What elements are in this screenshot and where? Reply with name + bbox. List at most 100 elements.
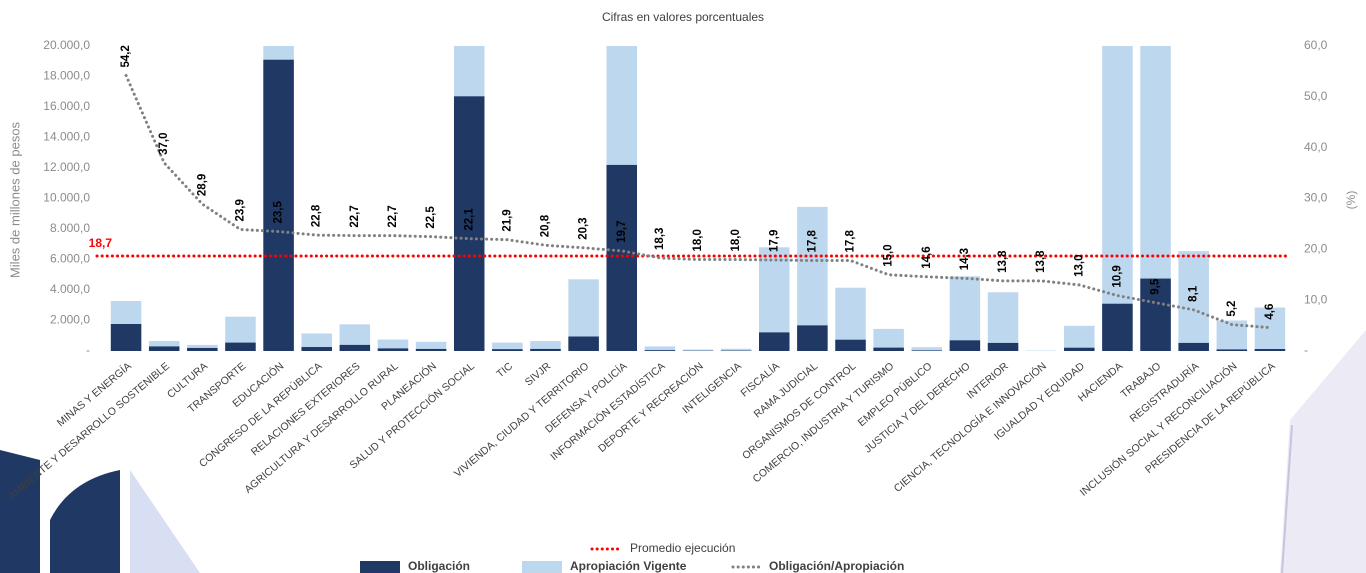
bar xyxy=(1254,349,1286,351)
bar xyxy=(720,348,752,351)
data-label: 14,6 xyxy=(921,246,933,268)
ratio-line xyxy=(124,73,1272,330)
legend-label: Promedio ejecución xyxy=(630,541,735,555)
bar xyxy=(530,341,561,351)
y-tick-label: 12.000,0 xyxy=(43,160,90,174)
bar xyxy=(835,339,866,351)
data-label: 22,1 xyxy=(463,208,475,231)
bar xyxy=(1254,307,1286,351)
bar xyxy=(949,340,981,351)
bar xyxy=(148,346,180,351)
data-label: 9,5 xyxy=(1150,278,1162,295)
bar xyxy=(949,276,981,351)
bar xyxy=(263,59,294,351)
bar xyxy=(187,347,218,351)
y-tick-label: - xyxy=(86,343,90,357)
data-label: 20,3 xyxy=(578,217,590,239)
y-tick-label: 20.000,0 xyxy=(43,38,90,52)
bar xyxy=(873,328,904,351)
bar xyxy=(1216,349,1248,351)
bar xyxy=(644,350,676,351)
decoration xyxy=(0,330,1366,573)
y2-tick-label: 60,0 xyxy=(1304,38,1328,52)
bar xyxy=(797,325,828,351)
y-axis-title: Miles de millones de pesos xyxy=(7,121,22,278)
x-tick-label: TIC xyxy=(494,360,515,380)
data-label: 37,0 xyxy=(158,133,170,155)
y2-tick-label: 10,0 xyxy=(1304,292,1328,306)
x-tick-label: REGISTRADURÍA xyxy=(1127,359,1201,424)
data-label: 19,7 xyxy=(616,220,628,242)
data-label: 14,3 xyxy=(959,248,971,270)
data-label: 4,6 xyxy=(1264,304,1276,320)
bar xyxy=(1102,46,1133,352)
data-label: 17,9 xyxy=(768,230,780,252)
data-label: 23,9 xyxy=(234,199,246,221)
y2-tick-label: 40,0 xyxy=(1304,140,1328,154)
bar xyxy=(225,342,256,351)
data-label: 13,8 xyxy=(997,250,1009,273)
data-label: 18,0 xyxy=(730,229,742,251)
data-label: 28,9 xyxy=(196,174,208,196)
bar xyxy=(1178,251,1209,351)
y-tick-label: 14.000,0 xyxy=(43,130,90,144)
y-tick-label: 4.000,0 xyxy=(50,282,90,296)
x-tick-label: VIVIENDA, CIUDAD Y TERRITORIO xyxy=(452,360,591,480)
data-label: 5,2 xyxy=(1226,301,1238,317)
bar xyxy=(1140,278,1171,351)
data-label: 22,5 xyxy=(425,206,437,229)
bar xyxy=(911,350,943,351)
bar xyxy=(301,333,332,351)
data-label: 18,3 xyxy=(654,228,666,250)
bar xyxy=(987,342,1019,351)
y2-tick-label: 30,0 xyxy=(1304,191,1328,205)
data-label: 10,9 xyxy=(1111,265,1123,287)
bar xyxy=(453,96,485,351)
data-label: 54,2 xyxy=(120,45,132,67)
y2-tick-label: - xyxy=(1304,343,1308,357)
x-tick-label: SIVJR xyxy=(523,360,554,389)
bar xyxy=(301,347,332,351)
y-tick-label: 8.000,0 xyxy=(50,221,90,235)
bar xyxy=(492,349,523,351)
bar xyxy=(987,292,1019,351)
legend-swatch xyxy=(360,561,400,573)
bar xyxy=(568,336,599,351)
bar xyxy=(606,164,637,351)
bar xyxy=(911,347,943,351)
bar xyxy=(415,341,447,351)
data-label: 18,0 xyxy=(692,229,704,251)
average-label: 18,7 xyxy=(89,236,113,250)
bar xyxy=(873,347,904,351)
data-label: 8,1 xyxy=(1188,285,1200,302)
bar xyxy=(148,341,180,351)
chart-title: Cifras en valores porcentuales xyxy=(602,10,764,24)
legend-swatch xyxy=(522,561,562,573)
legend-label: Apropiación Vigente xyxy=(570,559,687,573)
data-label: 13,8 xyxy=(1035,250,1047,273)
y-tick-label: 6.000,0 xyxy=(50,252,90,266)
x-tick-label: RAMA JUDICIAL xyxy=(752,360,821,420)
y2-axis-title: (%) xyxy=(1344,191,1358,210)
bar xyxy=(1064,325,1095,351)
bar xyxy=(644,346,676,351)
x-tick-label: COMERCIO, INDUSTRIA Y TURISMO xyxy=(751,360,897,485)
data-label: 13,0 xyxy=(1073,255,1085,277)
legend-label: Obligación/Apropiación xyxy=(769,559,904,573)
bar xyxy=(1102,303,1133,351)
bar xyxy=(377,339,409,351)
data-label: 22,8 xyxy=(311,204,323,227)
y-tick-label: 16.000,0 xyxy=(43,99,90,113)
bar xyxy=(339,344,371,351)
legend-label: Obligación xyxy=(408,559,470,573)
y2-tick-label: 50,0 xyxy=(1304,89,1328,103)
y-tick-label: 18.000,0 xyxy=(43,69,90,83)
bar xyxy=(492,342,523,351)
bar xyxy=(377,348,409,351)
data-label: 20,8 xyxy=(540,214,552,237)
y2-tick-label: 20,0 xyxy=(1304,242,1328,256)
bar xyxy=(1178,342,1209,351)
y-tick-label: 2.000,0 xyxy=(50,313,90,327)
data-label: 21,9 xyxy=(501,209,513,231)
